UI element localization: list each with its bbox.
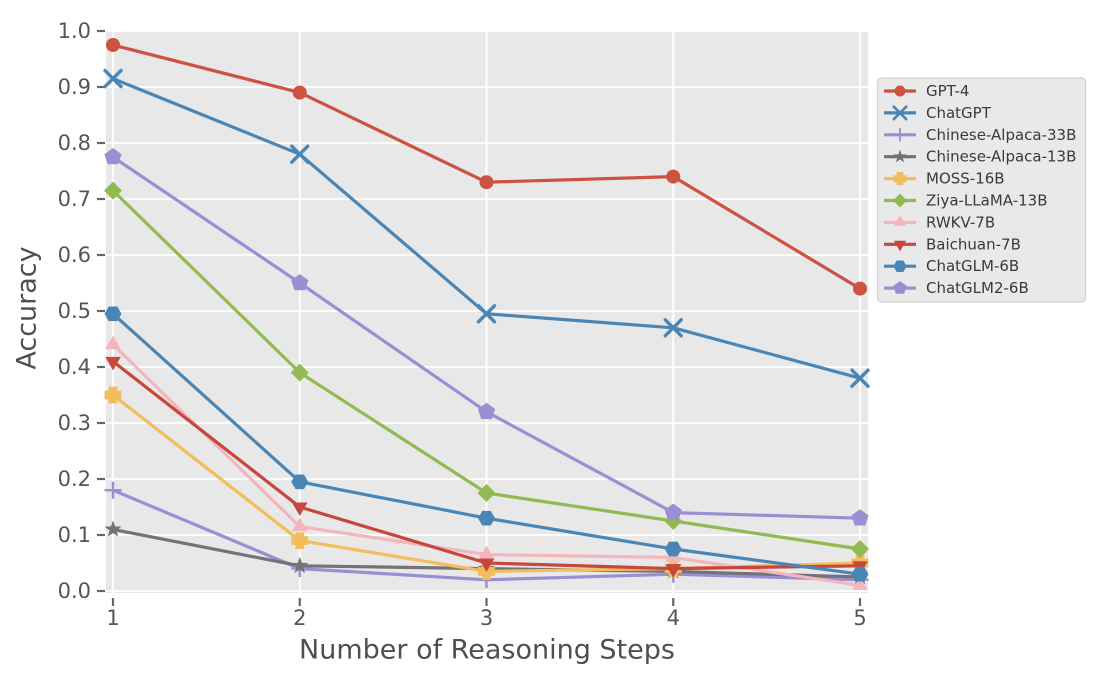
chinese-alpaca-13b-point	[291, 556, 309, 574]
gpt-4-point	[853, 281, 867, 296]
legend-item-chatglm-6b: ChatGLM-6B	[884, 257, 1019, 275]
x-tick-label: 4	[667, 606, 680, 630]
gpt-4-point	[666, 169, 681, 184]
legend-label: Baichuan-7B	[926, 235, 1021, 253]
legend-label: MOSS-16B	[926, 170, 1005, 188]
y-tick-label: 0.4	[58, 355, 91, 379]
legend-label: ChatGLM2-6B	[926, 279, 1029, 297]
gpt-4-point	[292, 85, 307, 100]
tick-labels: 0.0 0.1 0.2 0.3 0.4 0.5 0.6 0.7 0.8 0.9 1.0 1 2 3 4 5	[58, 19, 867, 630]
legend-item-chinese-alpaca-33b: Chinese-Alpaca-33B	[884, 126, 1076, 144]
y-tick-label: 0.5	[58, 299, 91, 323]
chatglm-6b-point	[664, 541, 682, 557]
series-baichuan-7b	[105, 356, 868, 578]
chatglm2-6b-point	[477, 402, 496, 420]
rwkv-7b-point	[291, 517, 308, 532]
chatglm2-6b-legend-marker	[893, 281, 907, 294]
chatglm-6b-point	[851, 566, 869, 582]
y-tick-label: 0.3	[58, 411, 91, 435]
gpt-4-legend-marker	[894, 85, 906, 97]
x-tick-label: 1	[106, 606, 119, 630]
chatgpt-legend-marker	[892, 105, 908, 121]
rwkv-7b-point	[105, 335, 121, 350]
chatglm-6b-point	[478, 510, 495, 526]
legend-item-chatgpt: ChatGPT	[884, 104, 992, 122]
y-tick-label: 1.0	[58, 19, 91, 43]
x-axis-label: Number of Reasoning Steps	[299, 634, 675, 666]
ziya-llama-13b-legend-marker	[892, 193, 908, 208]
chatgpt-point	[663, 318, 683, 338]
baichuan-7b-point	[478, 558, 495, 572]
x-tick-label: 2	[293, 606, 306, 630]
series-chatglm-6b	[104, 306, 869, 582]
chatglm2-6b-point	[664, 503, 682, 520]
chatglm-6b-legend-marker	[893, 260, 907, 272]
ziya-llama-13b-point	[851, 540, 869, 558]
legend-label: Chinese-Alpaca-13B	[926, 148, 1076, 166]
chatgpt-point	[850, 368, 870, 388]
rwkv-7b-legend-marker	[893, 215, 907, 226]
legend-item-moss-16b: MOSS-16B	[884, 170, 1005, 188]
legend-item-ziya-llama-13b: Ziya-LLaMA-13B	[884, 192, 1048, 210]
chatglm-6b-point	[291, 474, 309, 490]
legend-label: ChatGLM-6B	[926, 257, 1019, 275]
legend-item-chinese-alpaca-13b: Chinese-Alpaca-13B	[884, 148, 1076, 166]
moss-16b-point	[104, 386, 122, 404]
y-tick-label: 0.2	[58, 467, 91, 491]
gpt-4-point	[479, 175, 494, 190]
y-tick-label: 0.8	[58, 131, 91, 155]
baichuan-7b-point	[291, 502, 308, 516]
x-tick-label: 5	[853, 606, 866, 630]
legend-item-baichuan-7b: Baichuan-7B	[884, 235, 1021, 253]
chatglm2-6b-point	[104, 148, 122, 165]
y-tick-label: 0.9	[58, 75, 91, 99]
chatgpt-point	[103, 68, 123, 89]
legend-item-rwkv-7b: RWKV-7B	[884, 213, 995, 231]
chinese-alpaca-33b-legend-marker	[893, 128, 907, 142]
y-tick-label: 0.1	[58, 523, 91, 547]
ziya-llama-13b-point	[477, 484, 496, 502]
y-axis-label: Accuracy	[11, 246, 43, 370]
chinese-alpaca-13b-point	[104, 520, 122, 537]
rwkv-7b-point	[478, 545, 495, 560]
x-tick-label: 3	[480, 606, 493, 630]
legend-label: RWKV-7B	[926, 213, 995, 231]
legend-box	[876, 77, 1087, 303]
baichuan-7b-point	[665, 564, 682, 578]
ziya-llama-13b-point	[290, 363, 309, 382]
moss-16b-point	[291, 532, 309, 549]
chatglm2-6b-point	[291, 274, 309, 291]
legend-label: GPT-4	[926, 82, 969, 100]
chinese-alpaca-33b-point	[104, 481, 122, 499]
series-chatglm2-6b	[104, 148, 869, 526]
chatgpt-point	[476, 304, 497, 324]
rwkv-7b-point	[852, 576, 868, 590]
legend-label: ChatGPT	[926, 104, 992, 122]
chatgpt-point	[290, 144, 310, 164]
series-chatgpt	[103, 68, 870, 388]
ziya-llama-13b-point	[104, 181, 122, 200]
legend-label: Ziya-LLaMA-13B	[926, 192, 1048, 210]
baichuan-7b-point	[105, 356, 121, 371]
y-tick-label: 0.0	[58, 579, 91, 603]
legend-item-chatglm2-6b: ChatGLM2-6B	[884, 279, 1029, 297]
gridlines	[106, 30, 868, 593]
series-gpt-4	[106, 38, 867, 296]
chinese-alpaca-13b-legend-marker	[893, 149, 907, 163]
chatglm2-6b-point	[851, 509, 869, 526]
y-tick-label: 0.7	[58, 187, 91, 211]
legend-item-gpt-4: GPT-4	[884, 82, 969, 100]
legend-label: Chinese-Alpaca-33B	[926, 126, 1076, 144]
legend: GPT-4 ChatGPT Chinese-Alpaca-33B Chinese-Al…	[876, 77, 1087, 303]
chatglm-6b-point	[104, 306, 122, 322]
y-tick-label: 0.6	[58, 243, 91, 267]
moss-16b-legend-marker	[893, 172, 907, 186]
gpt-4-point	[106, 38, 120, 52]
baichuan-7b-legend-marker	[893, 240, 907, 252]
